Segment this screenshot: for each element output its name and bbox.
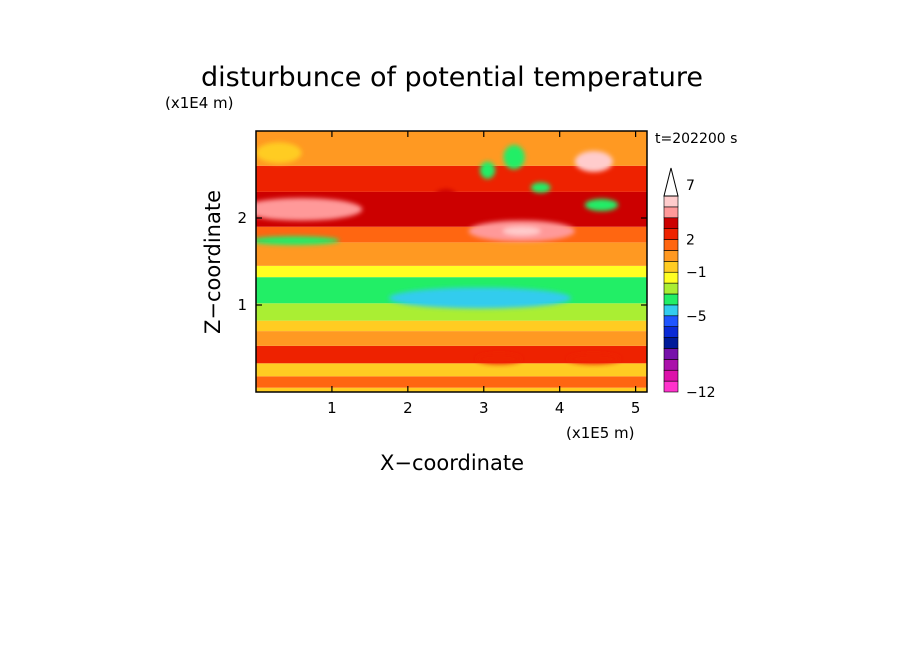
contour-band-6 <box>256 303 647 321</box>
y-unit-label: (x1E4 m) <box>165 94 234 112</box>
contour-feature-11 <box>388 287 572 309</box>
colorbar-swatch-3 <box>663 348 679 360</box>
contour-band-0 <box>256 387 647 392</box>
x-tick-label-1: 2 <box>403 399 413 417</box>
contour-feature-7 <box>479 161 496 179</box>
colorbar-tick-label-3: 2 <box>686 233 695 249</box>
y-tick-label-0: 1 <box>237 296 247 314</box>
colorbar-swatch-2 <box>663 359 679 371</box>
contour-features <box>256 142 621 365</box>
x-axis-ticks: 1 2 3 4 5 <box>327 131 640 417</box>
contour-band-4 <box>256 331 647 346</box>
chart-title: disturbunce of potential temperature <box>201 62 703 93</box>
contour-feature-0 <box>256 197 363 221</box>
colorbar-swatch-6 <box>663 315 679 327</box>
colorbar-tick-label-2: −1 <box>686 265 707 281</box>
colorbar-swatch-4 <box>663 337 679 349</box>
colorbar-swatch-5 <box>663 326 679 338</box>
contour-band-8 <box>256 265 647 278</box>
contour-feature-9 <box>584 198 619 212</box>
colorbar-swatch-13 <box>663 239 679 251</box>
colorbar-swatch-7 <box>663 304 679 317</box>
contour-band-5 <box>256 320 647 332</box>
colorbar-swatch-11 <box>663 261 679 273</box>
x-tick-label-0: 1 <box>327 399 337 417</box>
y-axis-label: Z−coordinate <box>201 190 225 334</box>
colorbar-swatch-12 <box>663 250 679 262</box>
colorbar-tick-label-4: 7 <box>686 178 695 194</box>
contour-feature-3 <box>502 226 541 236</box>
x-tick-label-3: 4 <box>555 399 565 417</box>
colorbar-swatch-15 <box>663 217 679 229</box>
contour-feature-12 <box>256 142 302 164</box>
contour-feature-5 <box>591 159 604 169</box>
colorbar: −12−5−127 <box>663 167 716 401</box>
x-tick-label-2: 3 <box>479 399 489 417</box>
contour-band-9 <box>256 242 647 266</box>
y-tick-label-1: 2 <box>237 209 247 227</box>
colorbar-swatch-10 <box>663 271 679 284</box>
contour-feature-13 <box>476 353 522 365</box>
contour-feature-8 <box>530 182 551 193</box>
contour-band-12 <box>256 165 647 192</box>
time-label: t=202200 s <box>655 131 737 147</box>
x-unit-label: (x1E5 m) <box>566 424 635 442</box>
contour-feature-6 <box>503 144 525 170</box>
y-axis-ticks: 12 <box>237 209 647 314</box>
colorbar-tick-label-0: −12 <box>686 385 716 401</box>
contour-feature-14 <box>567 353 621 365</box>
colorbar-swatch-16 <box>663 206 679 219</box>
plot-frame <box>255 130 648 393</box>
colorbar-tick-label-1: −5 <box>686 309 707 325</box>
colorbar-swatch-17 <box>663 195 679 208</box>
colorbar-swatch-9 <box>663 282 679 295</box>
colorbar-swatch-8 <box>663 293 679 306</box>
plot-area <box>256 131 647 392</box>
x-axis-label: X−coordinate <box>380 451 524 475</box>
contour-feature-1 <box>256 236 340 245</box>
x-tick-label-4: 5 <box>631 399 641 417</box>
colorbar-extend-arrow <box>663 167 679 197</box>
colorbar-swatch-0 <box>663 380 679 393</box>
contour-band-1 <box>256 376 647 388</box>
colorbar-swatch-14 <box>663 228 679 240</box>
colorbar-swatch-1 <box>663 369 679 382</box>
contour-band-3 <box>256 345 647 364</box>
contour-feature-10 <box>434 189 458 204</box>
contour-band-2 <box>256 363 647 377</box>
